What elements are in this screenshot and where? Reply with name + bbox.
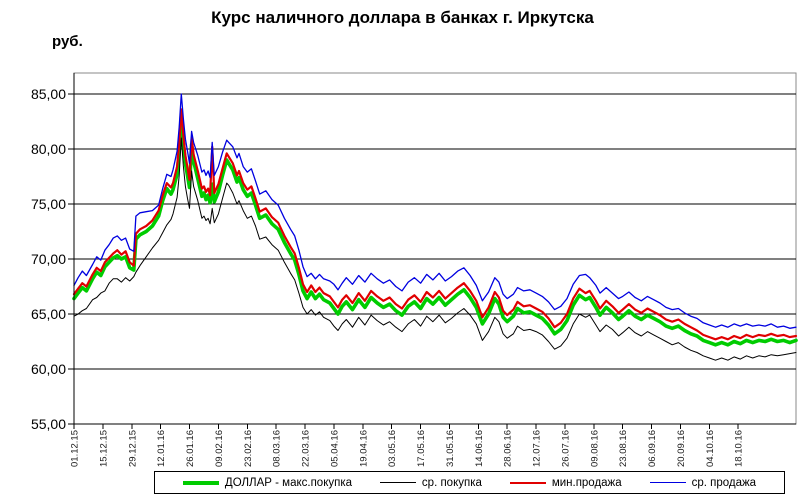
x-axis-label: 09.02.16 xyxy=(214,430,225,467)
x-axis-label: 23.08.16 xyxy=(618,430,629,467)
legend-item-max-buy: ДОЛЛАР - макс.покупка xyxy=(182,476,353,489)
x-axis-label: 26.07.16 xyxy=(560,430,571,467)
x-axis-label: 03.05.16 xyxy=(387,430,398,467)
y-axis-label: 85,00 xyxy=(31,86,66,102)
chart-title: Курс наличного доллара в банках г. Иркут… xyxy=(211,8,594,27)
x-axis-label: 29.12.15 xyxy=(127,430,138,467)
x-axis-label: 26.01.16 xyxy=(185,430,196,467)
x-axis-label: 08.03.16 xyxy=(272,430,283,467)
x-axis-label: 12.01.16 xyxy=(156,430,167,467)
x-axis-label: 23.02.16 xyxy=(243,430,254,467)
max-buy-line-sample xyxy=(182,480,219,485)
legend-item-min-sell: мин.продажа xyxy=(509,476,622,489)
y-axis-label: 75,00 xyxy=(31,196,66,212)
axis-labels: 85,00 80,00 75,00 70,00 65,00 60,00 55,00 01.12… xyxy=(31,86,745,467)
legend-label: мин.продажа xyxy=(551,476,622,489)
x-axis-label: 20.09.16 xyxy=(676,430,687,467)
x-axis-label: 22.03.16 xyxy=(301,430,312,467)
x-axis-label: 31.05.16 xyxy=(445,430,456,467)
x-axis-label: 28.06.16 xyxy=(503,430,514,467)
x-axis-label: 15.12.15 xyxy=(98,430,109,467)
axes xyxy=(68,73,796,429)
min-sell-line-sample xyxy=(509,481,546,484)
series-line xyxy=(72,108,798,341)
legend-item-avg-buy: ср. покупка xyxy=(379,476,482,489)
x-axis-label: 01.12.15 xyxy=(70,430,81,467)
x-axis-label: 09.08.16 xyxy=(589,430,600,467)
series-line xyxy=(73,93,797,329)
x-axis-label: 18.10.16 xyxy=(734,430,745,467)
legend-label: ДОЛЛАР - макс.покупка xyxy=(224,476,353,489)
data-series-lines xyxy=(72,93,798,361)
legend-label: ср. покупка xyxy=(421,476,482,489)
x-axis-label: 05.04.16 xyxy=(329,430,340,467)
y-axis-label: 60,00 xyxy=(31,361,66,377)
series-line xyxy=(73,137,797,361)
y-axis-unit-label: руб. xyxy=(52,33,83,50)
legend-item-avg-sell: ср. продажа xyxy=(649,476,757,489)
x-axis-label: 06.09.16 xyxy=(647,430,658,467)
avg-buy-line-sample xyxy=(379,482,416,483)
y-axis-label: 70,00 xyxy=(31,251,66,267)
y-axis-label: 65,00 xyxy=(31,306,66,322)
chart-legend: ДОЛЛАР - макс.покупка ср. покупка мин.пр… xyxy=(154,471,785,494)
series-line xyxy=(72,114,798,347)
x-axis-label: 12.07.16 xyxy=(532,430,543,467)
x-axis-label: 17.05.16 xyxy=(416,430,427,467)
x-axis-label: 19.04.16 xyxy=(358,430,369,467)
legend-label: ср. продажа xyxy=(691,476,757,489)
x-axis-label: 04.10.16 xyxy=(705,430,716,467)
y-axis-label: 55,00 xyxy=(31,416,66,432)
y-axis-label: 80,00 xyxy=(31,141,66,157)
x-axis-label: 14.06.16 xyxy=(474,430,485,467)
avg-sell-line-sample xyxy=(649,482,686,483)
